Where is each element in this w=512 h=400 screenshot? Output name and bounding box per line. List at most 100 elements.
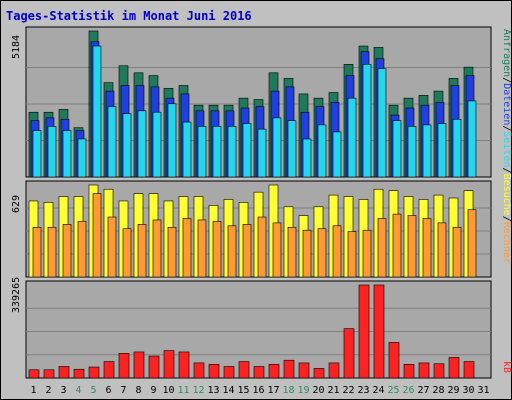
x-tick-label-day-27: 27: [417, 385, 429, 396]
bar-rechner-day-1: [32, 226, 42, 278]
bar-rechner-day-22: [347, 231, 357, 278]
bar-rechner-day-14: [227, 225, 237, 278]
bar-kb-day-27: [418, 362, 430, 379]
x-tick-label-day-11: 11: [177, 385, 189, 396]
x-tick-label-day-17: 17: [267, 385, 279, 396]
x-tick-label-day-30: 30: [462, 385, 474, 396]
legend-entry-3: /: [501, 125, 511, 131]
x-tick-label-day-2: 2: [45, 385, 51, 396]
bar-rechner-day-13: [212, 221, 222, 278]
bar-rechner-day-20: [317, 228, 327, 278]
bar-seiten-day-21: [332, 131, 342, 178]
x-tick-label-day-13: 13: [207, 385, 219, 396]
legend-entry-8: Rechner: [501, 222, 511, 264]
bar-seiten-day-25: [392, 120, 402, 178]
x-tick-label-day-16: 16: [252, 385, 264, 396]
x-tick-label-day-28: 28: [432, 385, 444, 396]
bar-rechner-day-26: [407, 215, 417, 278]
bar-rechner-day-6: [107, 216, 117, 278]
x-tick-label-day-26: 26: [402, 385, 414, 396]
bar-kb-day-20: [313, 368, 325, 379]
bar-seiten-day-7: [122, 113, 132, 178]
bar-seiten-day-13: [212, 126, 222, 178]
bar-seiten-day-1: [32, 130, 42, 178]
bar-rechner-day-4: [77, 221, 87, 278]
bar-seiten-day-22: [347, 97, 357, 178]
bar-rechner-day-25: [392, 213, 402, 278]
bar-seiten-day-8: [137, 110, 147, 178]
bar-seiten-day-23: [362, 64, 372, 178]
bar-kb-day-14: [223, 366, 235, 379]
bar-rechner-day-18: [287, 226, 297, 278]
x-tick-label-day-18: 18: [282, 385, 294, 396]
y-max-label-visits-hosts: 629: [11, 195, 22, 213]
bar-kb-day-11: [178, 351, 190, 379]
bar-rechner-day-19: [302, 229, 312, 278]
bar-seiten-day-14: [227, 126, 237, 178]
bar-seiten-day-2: [47, 126, 57, 178]
x-tick-label-day-23: 23: [357, 385, 369, 396]
legend-kb: kB: [501, 361, 511, 373]
x-tick-label-day-1: 1: [30, 385, 36, 396]
legend-entry-2: Dateien: [501, 83, 511, 125]
bar-kb-day-17: [268, 363, 280, 379]
bar-kb-day-24: [373, 284, 385, 379]
bar-rechner-day-21: [332, 225, 342, 278]
legend-entry-0: Anfragen: [501, 29, 511, 77]
bar-seiten-day-30: [467, 100, 477, 178]
bar-seiten-day-5: [92, 45, 102, 178]
bar-seiten-day-9: [152, 111, 162, 178]
bar-rechner-day-27: [422, 218, 432, 278]
legend-entry-7: /: [501, 216, 511, 222]
bar-kb-day-7: [118, 353, 130, 379]
bar-seiten-day-20: [317, 124, 327, 178]
x-tick-label-day-29: 29: [447, 385, 459, 396]
bar-rechner-day-8: [137, 224, 147, 278]
bar-seiten-day-11: [182, 121, 192, 178]
x-tick-label-day-19: 19: [297, 385, 309, 396]
bar-seiten-day-17: [272, 117, 282, 178]
bar-kb-day-16: [253, 366, 265, 379]
bar-kb-day-15: [238, 361, 250, 379]
x-tick-label-day-12: 12: [192, 385, 204, 396]
bar-seiten-day-12: [197, 126, 207, 178]
legend-right: Anfragen/Dateien/Seiten/Besuche/Rechner: [501, 29, 511, 264]
x-tick-label-day-8: 8: [135, 385, 141, 396]
bar-seiten-day-27: [422, 124, 432, 178]
x-tick-label-day-21: 21: [327, 385, 339, 396]
bar-kb-day-12: [193, 362, 205, 379]
bar-seiten-day-29: [452, 118, 462, 178]
bar-kb-day-30: [463, 361, 475, 379]
bar-rechner-day-5: [92, 193, 102, 278]
x-tick-label-day-4: 4: [75, 385, 81, 396]
bar-kb-day-10: [163, 350, 175, 379]
x-tick-label-day-7: 7: [120, 385, 126, 396]
bar-rechner-day-28: [437, 222, 447, 278]
x-tick-label-day-15: 15: [237, 385, 249, 396]
bar-seiten-day-26: [407, 126, 417, 178]
bar-kb-day-28: [433, 363, 445, 379]
x-tick-label-day-10: 10: [162, 385, 174, 396]
x-tick-label-day-3: 3: [60, 385, 66, 396]
bar-rechner-day-7: [122, 228, 132, 278]
x-tick-label-day-24: 24: [372, 385, 384, 396]
bar-rechner-day-9: [152, 219, 162, 278]
bar-rechner-day-30: [467, 209, 477, 278]
x-tick-label-day-6: 6: [105, 385, 111, 396]
bar-rechner-day-17: [272, 222, 282, 278]
bar-rechner-day-29: [452, 226, 462, 278]
bar-kb-day-25: [388, 342, 400, 379]
bar-kb-day-21: [328, 362, 340, 379]
bar-kb-day-26: [403, 363, 415, 379]
plot-panel-kilobytes: [25, 280, 492, 379]
bar-kb-day-22: [343, 328, 355, 379]
x-tick-label-day-9: 9: [150, 385, 156, 396]
bar-rechner-day-16: [257, 216, 267, 278]
bar-seiten-day-19: [302, 138, 312, 178]
bar-kb-day-9: [148, 355, 160, 379]
bar-kb-day-23: [358, 284, 370, 379]
bar-kb-day-6: [103, 361, 115, 379]
bar-seiten-day-4: [77, 138, 87, 178]
y-max-label-kilobytes: 339265: [11, 277, 22, 313]
x-tick-label-day-22: 22: [342, 385, 354, 396]
